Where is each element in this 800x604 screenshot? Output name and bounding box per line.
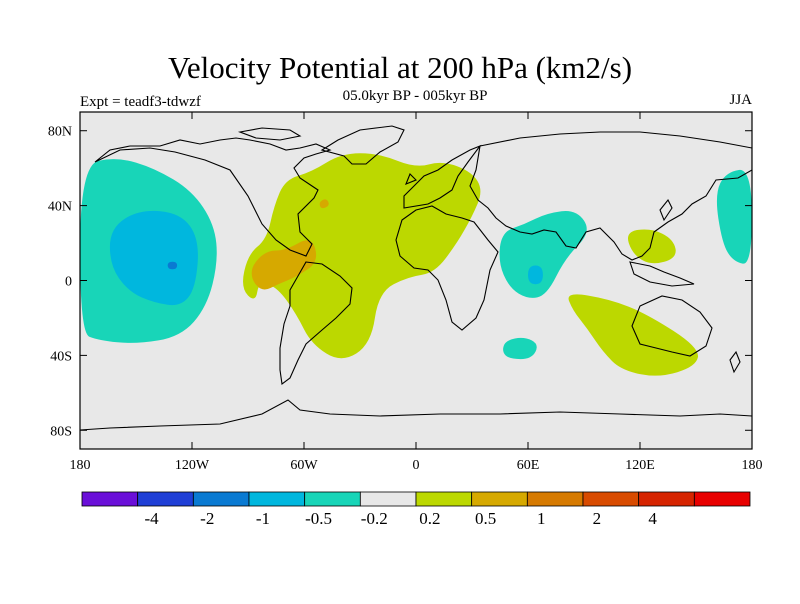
coast-japan: [659, 198, 673, 222]
colorbar-label: -2: [200, 509, 214, 528]
colorbar-box: [471, 491, 528, 507]
experiment-label: Expt = teadf3-tdwzf: [80, 94, 201, 110]
colorbar-box: [192, 491, 250, 507]
region-indian-ocean-core: [528, 265, 543, 285]
chart-subtitle: 05.0kyr BP - 005kyr BP: [342, 88, 488, 104]
chart-title: Velocity Potential at 200 hPa (km2/s): [167, 50, 633, 85]
colorbar-label: 2: [593, 509, 602, 528]
lat-tick-label: 40S: [50, 349, 72, 364]
coast-asia: [469, 131, 752, 261]
colorbar-label: -1: [256, 509, 270, 528]
lon-tick-label: 120E: [625, 458, 655, 473]
region-west-pacific-positive: [627, 229, 676, 264]
longitude-axis: 180 120W 60W 0 60E 120E 180: [70, 112, 763, 473]
region-north-pacific-spot: [167, 261, 178, 270]
coast-europe: [403, 144, 482, 209]
colorbar-box: [526, 491, 584, 507]
colorbar-box: [359, 491, 417, 507]
lon-tick-label: 180: [70, 458, 91, 473]
latitude-axis: 80N 40N 0 40S 80S: [48, 125, 752, 439]
lon-tick-label: 120W: [175, 458, 210, 473]
colorbar-box: [638, 491, 695, 507]
colorbar-label: -0.2: [361, 509, 388, 528]
region-atlantic-spot: [319, 199, 329, 209]
colorbar-box: [693, 491, 751, 507]
region-caribbean-positive: [251, 240, 317, 290]
coast-antarctica: [80, 399, 752, 431]
lat-tick-label: 0: [65, 275, 72, 290]
coast-greenland: [320, 125, 405, 165]
colorbar-box: [582, 491, 640, 507]
coast-new-zealand: [729, 350, 741, 374]
coast-australia: [631, 295, 713, 357]
region-west-pacific-edge: [716, 169, 752, 264]
colorbar-label: 1: [537, 509, 546, 528]
colorbar-box: [81, 491, 139, 507]
colorbar-box: [415, 491, 473, 507]
colorbar-box: [137, 491, 194, 507]
colorbar-label: 0.2: [419, 509, 440, 528]
colorbar-label: -4: [144, 509, 159, 528]
coastlines: [80, 125, 752, 431]
region-southern-indian-negative: [503, 337, 537, 360]
region-north-pacific-core: [109, 210, 198, 306]
lat-tick-label: 40N: [48, 200, 72, 215]
coast-south-america: [279, 261, 353, 385]
lat-tick-label: 80N: [48, 125, 72, 140]
lat-tick-label: 80S: [50, 424, 72, 439]
coast-arctic-islands: [237, 127, 302, 141]
colorbar-label: 4: [648, 509, 657, 528]
colorbar-label: 0.5: [475, 509, 496, 528]
lon-tick-label: 0: [413, 458, 420, 473]
lon-tick-label: 180: [742, 458, 763, 473]
region-maritime-positive: [568, 294, 699, 376]
colorbar-box: [248, 491, 306, 507]
colorbar-label: -0.5: [305, 509, 332, 528]
coast-north-america: [94, 137, 332, 257]
lon-tick-label: 60E: [517, 458, 540, 473]
region-atlantic-africa-positive: [243, 153, 481, 359]
season-label: JJA: [729, 92, 752, 108]
coast-africa: [395, 205, 499, 331]
lon-tick-label: 60W: [290, 458, 318, 473]
colorbar: -4 -2 -1 -0.5 -0.2 0.2 0.5 1 2 4: [81, 491, 751, 528]
coast-maritime-continent: [629, 261, 695, 287]
colorbar-box: [304, 491, 361, 507]
contour-regions: [80, 153, 752, 376]
coast-british-isles: [405, 173, 417, 185]
